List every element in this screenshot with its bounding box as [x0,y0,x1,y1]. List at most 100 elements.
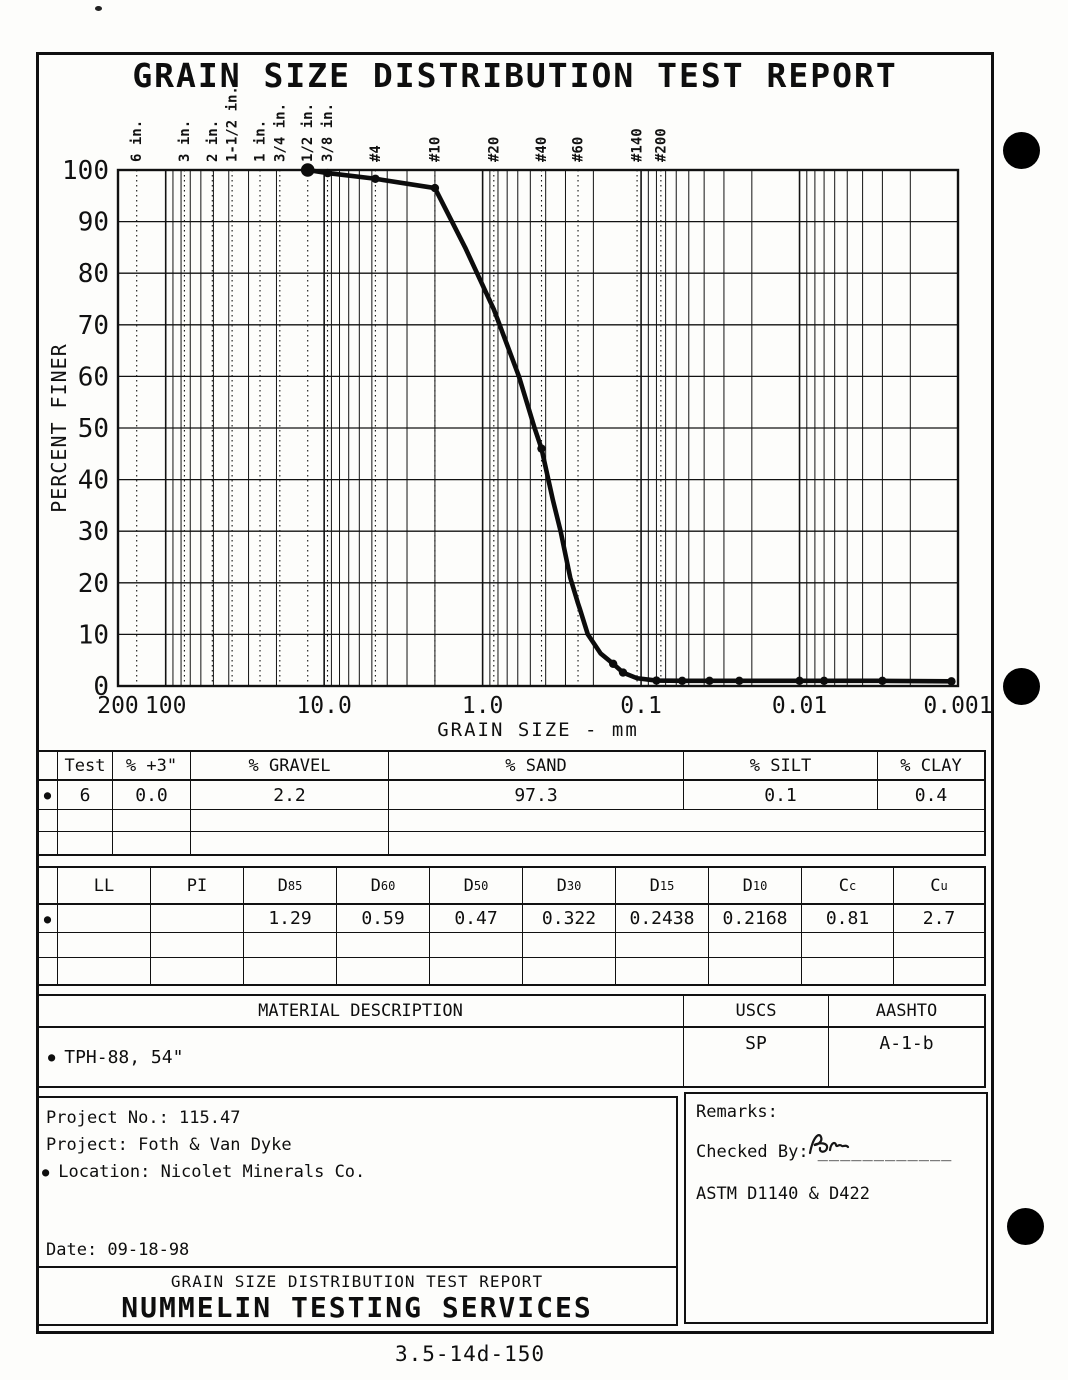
coeff-header-label: D [556,875,567,896]
coeff-empty-cell [894,933,984,958]
binder-hole-mark [1007,1208,1044,1245]
data-point-marker [652,676,661,685]
fractions-empty-cell [191,832,389,854]
fractions-empty-cell [38,832,58,854]
coeff-value-cu: 2.7 [894,905,984,933]
coeff-header-label: D [277,875,288,896]
coeff-row-marker: ● [38,905,58,933]
binder-hole-mark [1003,132,1040,169]
remarks-box [684,1092,988,1324]
data-point-marker [608,659,618,669]
binder-hole-mark [1003,668,1040,705]
coeff-header-d85: D 85 [244,868,337,905]
x-tick-label: 0.001 [923,693,992,719]
coeff-header-label: D [370,875,381,896]
data-point-marker [878,676,887,686]
y-tick-label: 40 [78,466,109,496]
data-point-marker [618,668,628,677]
coeff-empty-cell [523,958,616,984]
scan-artifact-dot [95,6,102,11]
data-point-marker [735,676,744,686]
coeff-empty-cell [894,958,984,984]
data-point-marker [323,168,332,178]
project-box-divider [36,1266,678,1268]
coeff-empty-cell [802,958,894,984]
x-tick-label: 200 [97,693,139,719]
x-tick-label: 1.0 [462,693,504,719]
data-point-marker [537,444,546,453]
coeff-empty-cell [151,933,244,958]
data-point-marker [678,676,687,686]
report-type-line: GRAIN SIZE DISTRIBUTION TEST REPORT [170,1272,544,1291]
sieve-label: #10 [427,137,443,162]
coeff-empty-cell [523,933,616,958]
y-tick-label: 80 [78,259,109,289]
x-tick-label: 0.01 [772,693,827,719]
coeff-header-label: PI [186,875,208,896]
sieve-label: #200 [653,128,669,162]
aashto-value: A-1-b [879,1033,934,1054]
fractions-header-plus3: % +3" [113,752,191,781]
sieve-label: 3 in. [177,120,193,162]
fractions-value-test: 6 [58,781,113,810]
coeff-empty-cell [58,933,151,958]
coeff-empty-cell [151,958,244,984]
sieve-label: 1 in. [253,120,269,162]
gradation-curve [305,167,954,684]
fractions-empty-cell [389,832,984,854]
y-tick-label: 70 [78,311,109,341]
y-tick-label: 90 [78,208,109,238]
data-point-marker [430,183,440,193]
coeff-header-d30: D 30 [523,868,616,905]
coeff-header-label: C [930,875,941,896]
coeff-value-d30: 0.322 [523,905,616,933]
project-name-line: Project: Foth & Van Dyke [46,1135,292,1155]
figure-code: 3.5-14d-150 [394,1342,546,1366]
material-description-text: TPH-88, 54" [64,1046,184,1068]
coeff-header-pi: PI [151,868,244,905]
coeff-header-label: D [463,875,474,896]
fractions-table: Test % +3" % GRAVEL % SAND % SILT % CLAY… [36,750,986,856]
coeff-empty-cell [244,933,337,958]
data-point-marker [819,676,829,686]
project-location-line: ● Location: Nicolet Minerals Co. [42,1162,365,1182]
material-description-cell: ● TPH-88, 54" [38,1028,684,1086]
fractions-empty-cell [113,832,191,854]
x-tick-label: 100 [145,693,187,719]
sieve-label: #4 [368,145,384,162]
location-marker: ● [42,1165,50,1179]
coeff-header-d15: D 15 [616,868,709,905]
astm-line: ASTM D1140 & D422 [696,1184,870,1204]
fractions-empty-cell [191,810,389,832]
coeff-value-d10: 0.2168 [709,905,802,933]
y-tick-label: 60 [78,362,109,392]
sieve-label: 2 in. [205,120,221,162]
fractions-header-test: Test [58,752,113,781]
y-tick-label: 30 [78,517,109,547]
fractions-empty-cell [389,810,984,832]
coeff-empty-cell [337,958,430,984]
coeff-value-pi [151,905,244,933]
sieve-label: 6 in. [129,120,145,162]
coeff-empty-cell [616,933,709,958]
data-point-marker [300,163,315,177]
y-tick-label: 0 [93,672,109,702]
sieve-label: #40 [534,137,550,162]
coeff-empty-cell [244,958,337,984]
material-description-table: MATERIAL DESCRIPTION USCS AASHTO ● TPH-8… [36,994,986,1088]
coeff-empty-cell [430,933,523,958]
coeff-header-ll: LL [58,868,151,905]
remarks-label: Remarks: [696,1102,778,1122]
fractions-empty-cell [58,832,113,854]
y-tick-label: 50 [78,414,109,444]
location-text: Location: Nicolet Minerals Co. [58,1162,366,1182]
coeff-value-d15: 0.2438 [616,905,709,933]
x-axis-title: GRAIN SIZE - mm [437,719,639,741]
sieve-label: 1-1/2 in. [225,86,241,162]
y-axis-title: PERCENT FINER [47,343,71,513]
y-tick-label: 100 [62,156,109,186]
fractions-empty-cell [58,810,113,832]
